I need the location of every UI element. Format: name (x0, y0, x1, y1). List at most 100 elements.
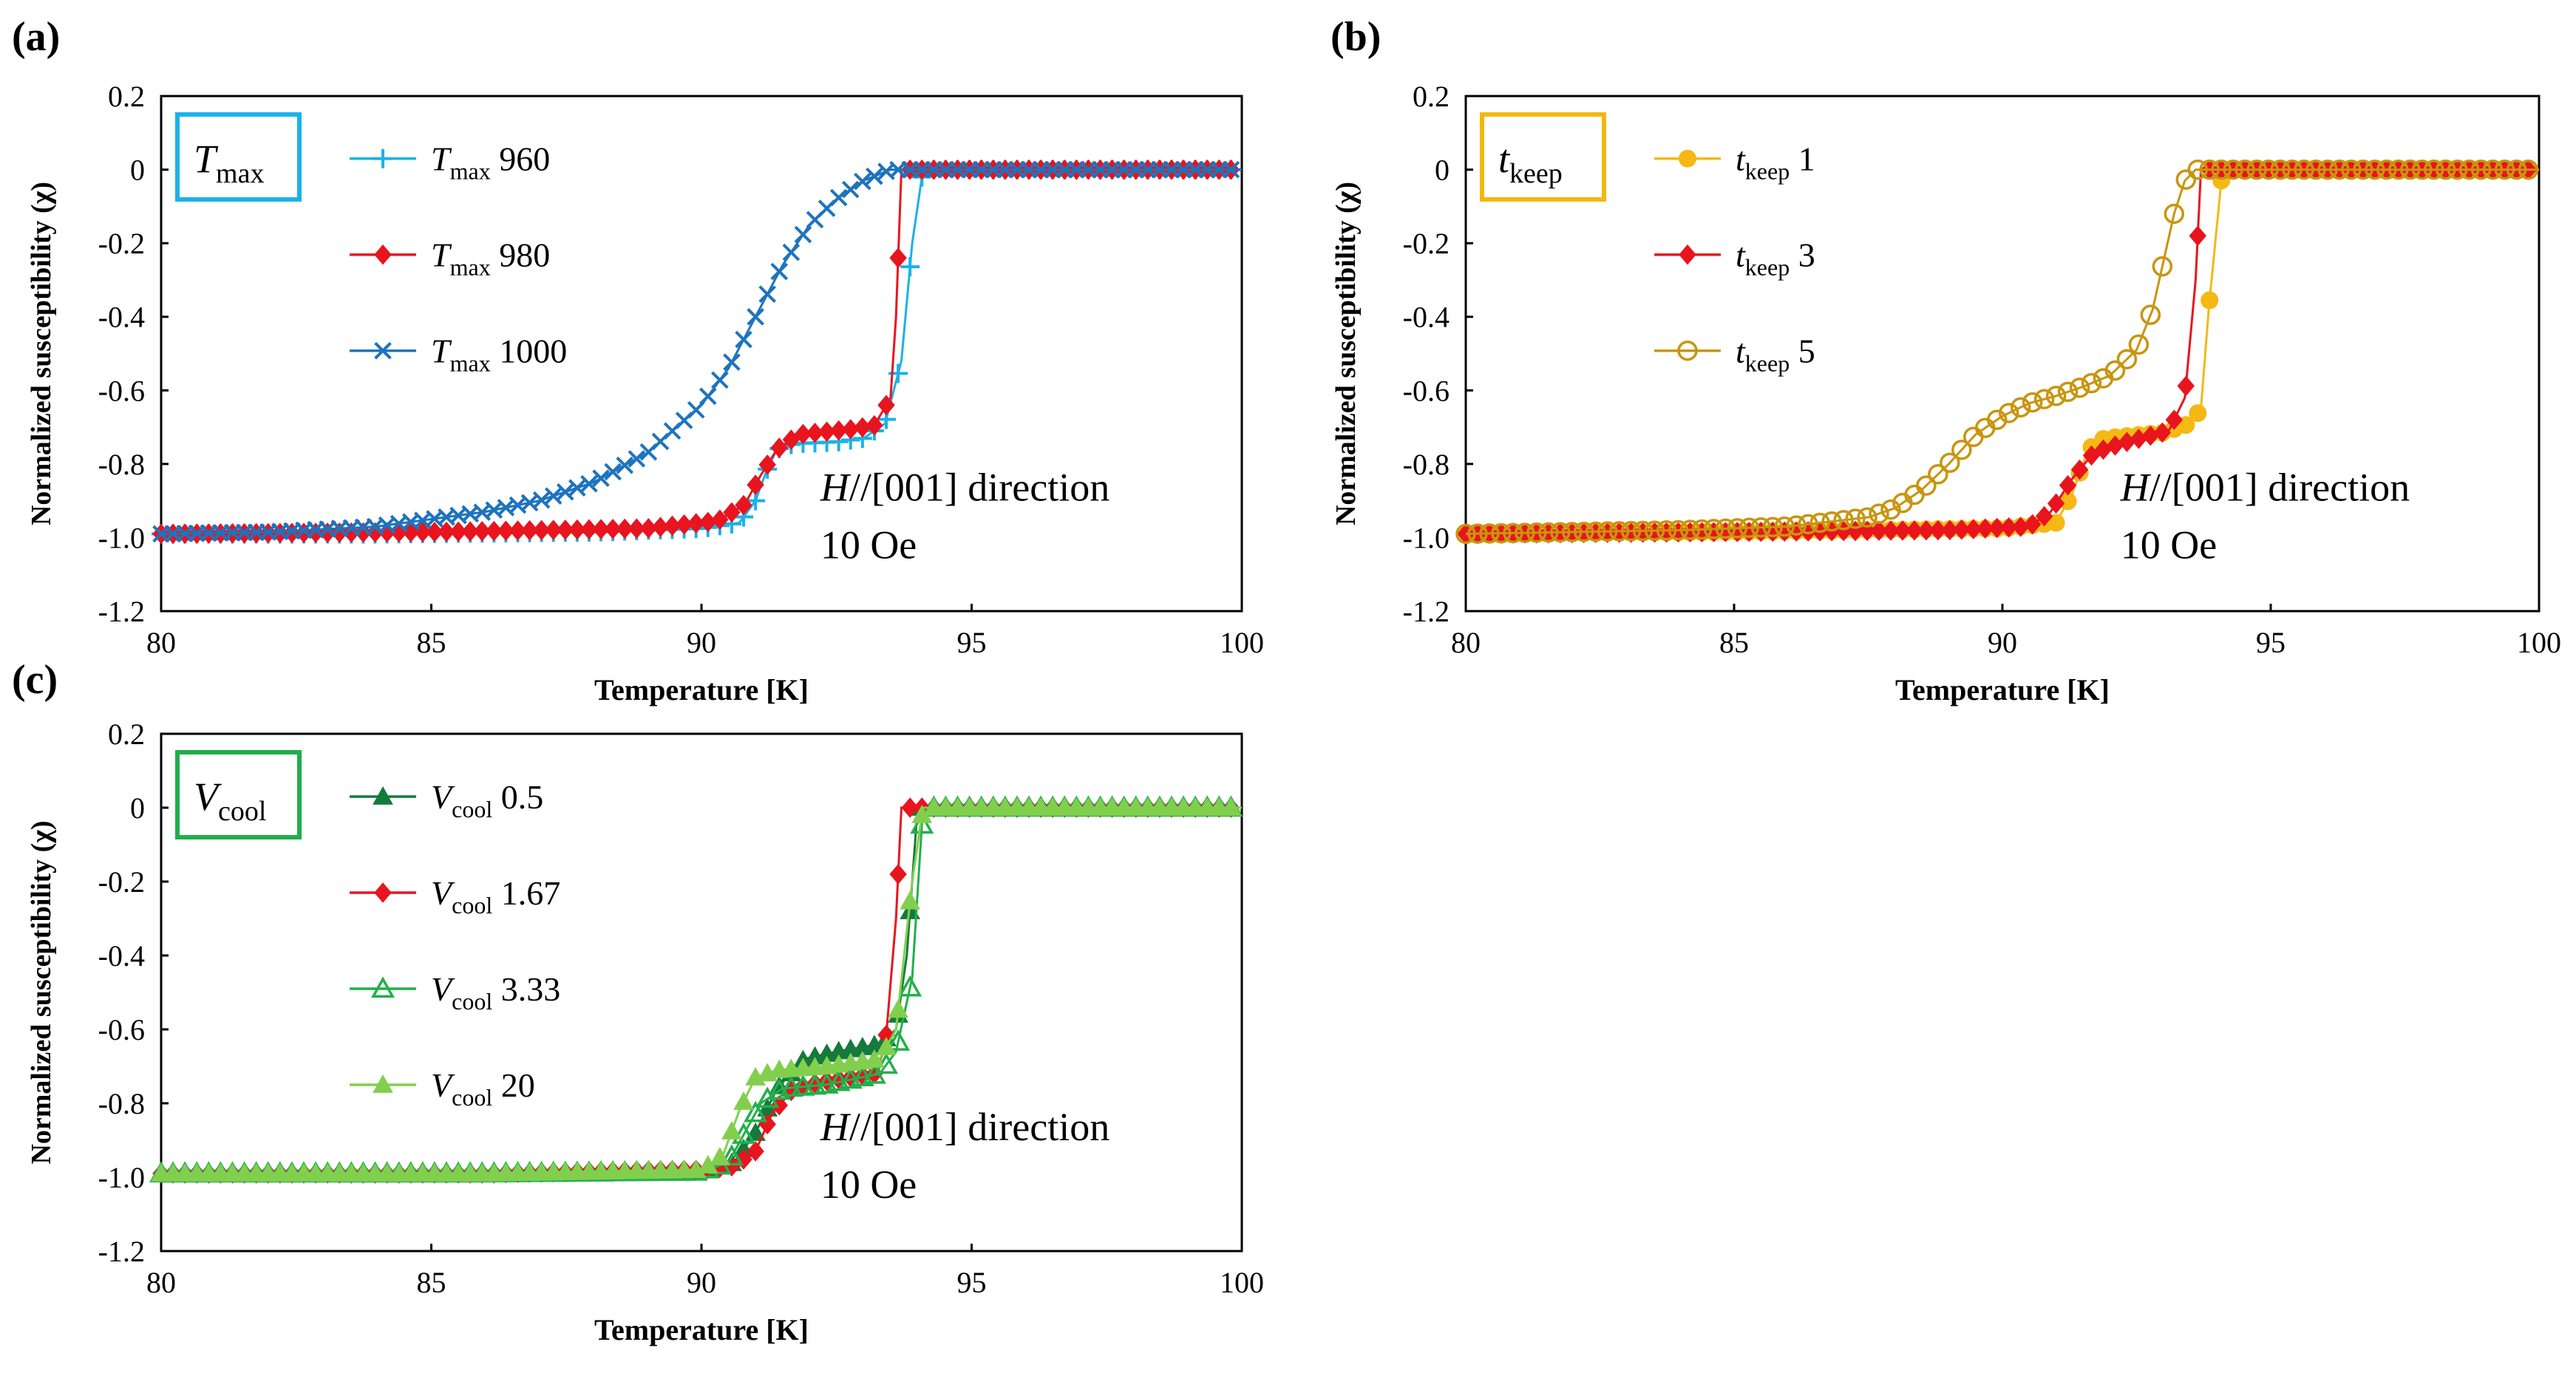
series-marker (2023, 514, 2042, 535)
series-marker (2165, 409, 2184, 430)
series-marker (1715, 518, 1736, 539)
panel-a: (a) 0.2 0 -0.2 -0.4 -0.6 -0.8 -1.0 -1.280 85 90 95 1… (12, 14, 1264, 706)
y-tick-label: -0.2 (98, 865, 145, 899)
x-tick-label: 100 (2517, 626, 2561, 659)
y-tick-label: -1.2 (98, 595, 145, 628)
series-marker (2175, 169, 2197, 190)
series-marker (1515, 522, 1535, 543)
legend-marker (373, 786, 393, 805)
series-marker (580, 474, 598, 493)
series-marker (2411, 159, 2433, 180)
series-marker (1526, 522, 1547, 543)
panel-c: (c) 0.2 0 -0.2 -0.4 -0.6 -0.8 -1.0 -1.280 85 90 95 1… (12, 657, 1264, 1346)
series-marker (2035, 505, 2053, 527)
series-marker (889, 248, 907, 268)
series-marker (1809, 512, 1830, 534)
series-marker (1762, 517, 1784, 537)
series-marker (556, 483, 574, 501)
series-marker (2104, 360, 2126, 381)
series-marker (2270, 159, 2291, 180)
series-marker (1821, 511, 1842, 532)
series-marker (2305, 159, 2326, 180)
series-marker (719, 1144, 744, 1166)
x-axis-title: Temperature [K] (1895, 673, 2110, 706)
series-marker (2047, 514, 2065, 532)
series-marker (1632, 520, 1654, 542)
series-marker (544, 487, 563, 505)
legend-label: Tmax 980 (431, 236, 550, 281)
series-marker (747, 474, 764, 495)
field-direction-annotation: H//[001] direction (820, 1105, 1109, 1149)
series-marker (2258, 159, 2279, 180)
series-marker (2022, 392, 2043, 413)
series-marker (779, 1075, 803, 1097)
panel-label: (a) (12, 14, 60, 60)
series-marker (628, 450, 646, 468)
series-marker (2211, 159, 2232, 180)
legend-entry: Tmax 1000 (350, 333, 567, 377)
series-marker (862, 1062, 886, 1084)
series-marker (866, 167, 883, 185)
series-marker (1679, 519, 1701, 540)
parameter-box (175, 112, 302, 202)
series-marker (1467, 523, 1488, 544)
y-tick-label: -0.6 (1403, 374, 1450, 407)
series-marker (1620, 520, 1642, 542)
series-marker (1869, 503, 1889, 524)
y-tick-label: 0 (1435, 154, 1450, 187)
series-marker (2045, 386, 2067, 406)
legend-entry: Vcool 3.33 (350, 970, 560, 1015)
series-marker (1845, 508, 1866, 529)
parameter-box-label: Tmax (194, 137, 264, 189)
series-marker (2153, 422, 2172, 443)
legend-entry: tkeep 3 (1654, 236, 1815, 281)
series-marker (2057, 381, 2079, 403)
field-direction-annotation: H//[001] direction (820, 466, 1109, 510)
series-marker (744, 1100, 768, 1122)
legend-marker (371, 976, 395, 998)
series-marker (2069, 378, 2090, 398)
y-tick-label: -1.0 (98, 521, 145, 554)
series-marker (2187, 159, 2209, 180)
series-marker (1455, 523, 1476, 545)
series-marker (2033, 389, 2055, 409)
x-tick-label: 90 (687, 1266, 716, 1299)
series-marker (758, 285, 776, 303)
series-marker (2164, 203, 2185, 225)
series-marker (2010, 397, 2031, 418)
series-marker (1786, 515, 1807, 536)
legend-label: Vcool 3.33 (431, 970, 560, 1015)
y-tick-label: -0.4 (1403, 301, 1450, 334)
legend-label: tkeep 5 (1736, 333, 1815, 377)
series-marker (866, 415, 883, 436)
series-marker (532, 491, 551, 509)
legend-marker (374, 244, 392, 265)
series-marker (604, 519, 622, 539)
x-tick-label: 95 (2256, 626, 2286, 659)
series-5 (1455, 159, 2539, 545)
panel-label: (b) (1331, 14, 1381, 60)
x-tick-label: 80 (146, 626, 176, 659)
series-marker (2317, 159, 2338, 180)
series-marker (1774, 516, 1795, 537)
series-marker (2189, 225, 2206, 246)
y-tick-label: -1.2 (1403, 595, 1450, 628)
x-tick-label: 100 (1220, 1266, 1264, 1299)
series-marker (2423, 159, 2444, 180)
y-tick-label: 0.2 (1413, 80, 1450, 113)
y-axis-title: Normalized susceptibility (χ) (26, 820, 57, 1164)
series-marker (461, 521, 479, 542)
series-marker (1951, 439, 1972, 460)
series-marker (2388, 159, 2409, 180)
series-marker (2152, 256, 2173, 277)
series-marker (1940, 452, 1960, 474)
series-marker (2201, 291, 2219, 310)
series-marker (803, 1073, 827, 1095)
series-marker (2353, 159, 2373, 180)
series-marker (1703, 519, 1724, 539)
series-marker (2189, 404, 2207, 423)
y-tick-label: -1.0 (1403, 521, 1450, 554)
series-marker (1917, 519, 1935, 541)
series-marker (1750, 517, 1772, 538)
series-marker (782, 243, 801, 262)
